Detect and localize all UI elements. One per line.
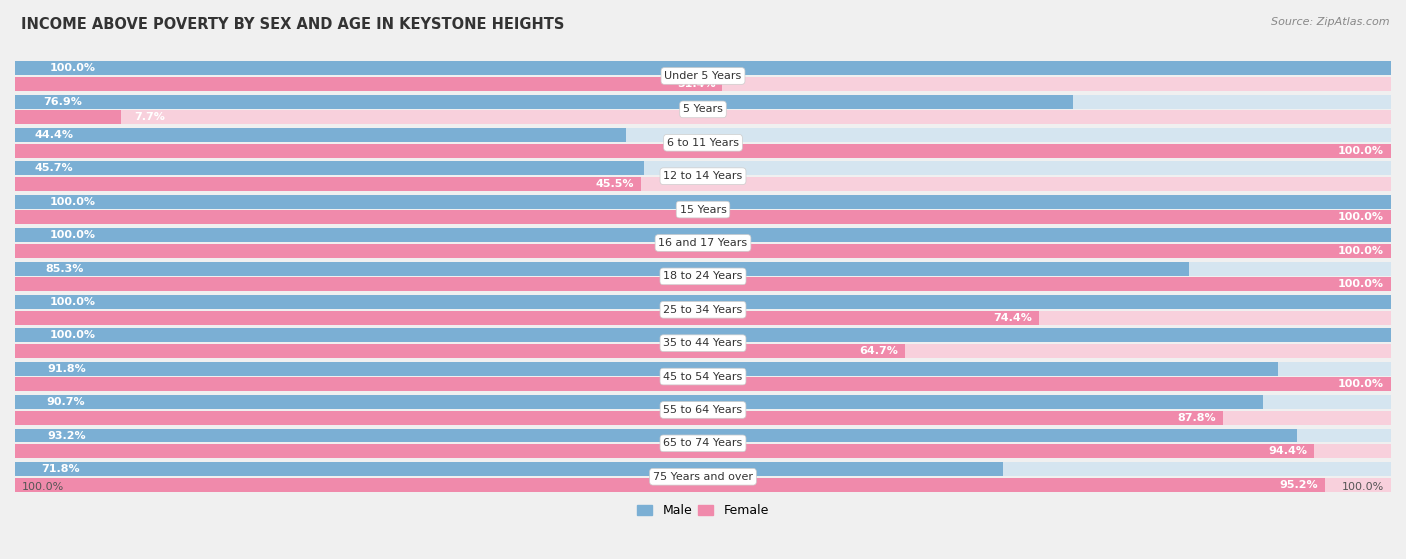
Text: 6 to 11 Years: 6 to 11 Years [666,138,740,148]
Bar [15,144,1391,158]
Bar [15,411,1391,425]
Bar [15,311,1391,325]
Text: 100.0%: 100.0% [1339,380,1384,390]
Bar [15,295,1391,309]
Bar [15,195,1391,209]
Text: 100.0%: 100.0% [1339,279,1384,289]
Text: 76.9%: 76.9% [44,97,82,107]
Text: 55 to 64 Years: 55 to 64 Years [664,405,742,415]
Text: 51.4%: 51.4% [676,79,716,89]
Bar [15,77,1391,91]
Bar [15,429,1391,443]
Bar [15,477,1391,491]
Text: 85.3%: 85.3% [45,263,84,273]
Bar [15,344,905,358]
Text: 44.4%: 44.4% [34,130,73,140]
Text: 100.0%: 100.0% [49,230,96,240]
Bar [15,128,626,142]
Bar [15,244,1391,258]
Text: 95.2%: 95.2% [1279,480,1317,490]
Text: INCOME ABOVE POVERTY BY SEX AND AGE IN KEYSTONE HEIGHTS: INCOME ABOVE POVERTY BY SEX AND AGE IN K… [21,17,564,32]
Bar [15,429,1298,443]
Text: 94.4%: 94.4% [1268,446,1308,456]
Bar [15,329,1391,342]
Bar [15,228,1391,242]
Bar [15,295,1391,309]
Bar [15,262,1188,276]
Bar [15,277,1391,291]
Bar [15,94,1073,108]
Text: 75 Years and over: 75 Years and over [652,472,754,482]
Text: 65 to 74 Years: 65 to 74 Years [664,438,742,448]
Bar [15,195,1391,209]
Text: 100.0%: 100.0% [1339,145,1384,155]
Bar [15,244,1391,258]
Text: 71.8%: 71.8% [42,464,80,474]
Text: 100.0%: 100.0% [49,297,96,307]
Bar [15,395,1391,409]
Text: 93.2%: 93.2% [48,430,86,440]
Text: 45.7%: 45.7% [35,163,73,173]
Bar [15,377,1391,391]
Bar [15,61,1391,75]
Text: 100.0%: 100.0% [1339,212,1384,222]
Text: 74.4%: 74.4% [993,312,1032,323]
Bar [15,444,1315,458]
Text: 91.8%: 91.8% [48,364,86,374]
Text: 45.5%: 45.5% [596,179,634,189]
Text: 100.0%: 100.0% [49,63,96,73]
Text: 45 to 54 Years: 45 to 54 Years [664,372,742,382]
Bar [15,395,1263,409]
Bar [15,444,1391,458]
Bar [15,61,1391,75]
Bar [15,128,1391,142]
Text: Source: ZipAtlas.com: Source: ZipAtlas.com [1271,17,1389,27]
Bar [15,177,1391,191]
Text: 12 to 14 Years: 12 to 14 Years [664,171,742,181]
Bar [15,411,1223,425]
Text: 5 Years: 5 Years [683,105,723,115]
Bar [15,162,1391,176]
Bar [15,110,121,124]
Text: 18 to 24 Years: 18 to 24 Years [664,271,742,281]
Text: 15 Years: 15 Years [679,205,727,215]
Bar [15,362,1278,376]
Bar [15,94,1391,108]
Bar [15,210,1391,224]
Text: 100.0%: 100.0% [49,197,96,207]
Bar [15,344,1391,358]
Text: 87.8%: 87.8% [1178,413,1216,423]
Bar [15,177,641,191]
Bar [15,462,1002,476]
Text: 90.7%: 90.7% [46,397,86,407]
Bar [15,477,1324,491]
Bar [15,77,723,91]
Bar [15,462,1391,476]
Text: 100.0%: 100.0% [1341,482,1384,492]
Bar [15,228,1391,242]
Legend: Male, Female: Male, Female [633,499,773,522]
Text: 16 and 17 Years: 16 and 17 Years [658,238,748,248]
Bar [15,262,1391,276]
Text: 64.7%: 64.7% [859,346,898,356]
Text: 100.0%: 100.0% [22,482,65,492]
Text: 25 to 34 Years: 25 to 34 Years [664,305,742,315]
Text: Under 5 Years: Under 5 Years [665,71,741,81]
Bar [15,362,1391,376]
Text: 100.0%: 100.0% [1339,246,1384,256]
Bar [15,377,1391,391]
Bar [15,144,1391,158]
Bar [15,311,1039,325]
Text: 7.7%: 7.7% [135,112,166,122]
Bar [15,277,1391,291]
Bar [15,210,1391,224]
Bar [15,329,1391,342]
Bar [15,110,1391,124]
Text: 100.0%: 100.0% [49,330,96,340]
Text: 35 to 44 Years: 35 to 44 Years [664,338,742,348]
Bar [15,162,644,176]
